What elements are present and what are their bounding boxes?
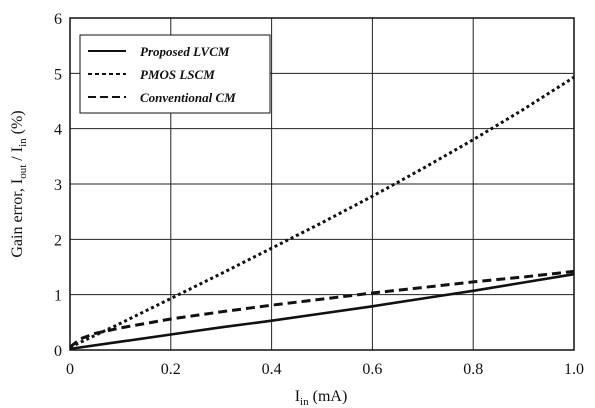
y-tick-labels: 0 1 2 3 4 5 6 xyxy=(54,11,62,360)
x-tick-label: 0.4 xyxy=(262,361,282,378)
plot-area-border xyxy=(69,17,575,351)
x-tick-label: 0.2 xyxy=(161,361,181,378)
y-axis-title-a: Gain error, I xyxy=(9,179,26,258)
x-tick-labels: 0 0.2 0.4 0.6 0.8 1.0 xyxy=(66,361,584,378)
y-axis-title: Gain error, Iout / Iin (%) xyxy=(9,110,29,257)
series-line-conventional-cm xyxy=(69,269,575,349)
y-tick-label: 4 xyxy=(54,122,62,139)
y-tick-label: 0 xyxy=(54,343,62,360)
y-tick-label: 5 xyxy=(54,66,62,83)
x-axis-title: Iin (mA) xyxy=(295,388,348,408)
y-axis-title-b: / I xyxy=(9,147,26,165)
legend-label-proposed-lvcm: Proposed LVCM xyxy=(140,44,230,59)
series-line-proposed-lvcm xyxy=(69,272,575,351)
series-line-pmos-lscm xyxy=(69,75,575,349)
x-tick-label: 1.0 xyxy=(564,361,584,378)
legend-label-conventional-cm: Conventional CM xyxy=(140,90,236,105)
x-tick-label: 0.8 xyxy=(463,361,483,378)
y-tick-label: 1 xyxy=(54,288,62,305)
y-tick-label: 2 xyxy=(54,232,62,249)
y-axis-title-sub-in: in xyxy=(17,138,29,147)
x-axis-title-sub: in xyxy=(300,396,309,408)
y-tick-label: 3 xyxy=(54,177,62,194)
legend-label-pmos-lscm: PMOS LSCM xyxy=(140,67,215,82)
legend: Proposed LVCM PMOS LSCM Conventional CM xyxy=(79,34,271,114)
y-tick-label: 6 xyxy=(54,11,62,28)
series-layer xyxy=(69,75,575,351)
x-tick-label: 0 xyxy=(66,361,74,378)
x-tick-label: 0.6 xyxy=(362,361,382,378)
y-axis-title-sub-out: out xyxy=(17,165,29,179)
y-axis-title-c: (%) xyxy=(9,110,26,138)
x-axis-title-unit: (mA) xyxy=(309,388,348,405)
x-axis-title-main: I xyxy=(295,388,300,405)
